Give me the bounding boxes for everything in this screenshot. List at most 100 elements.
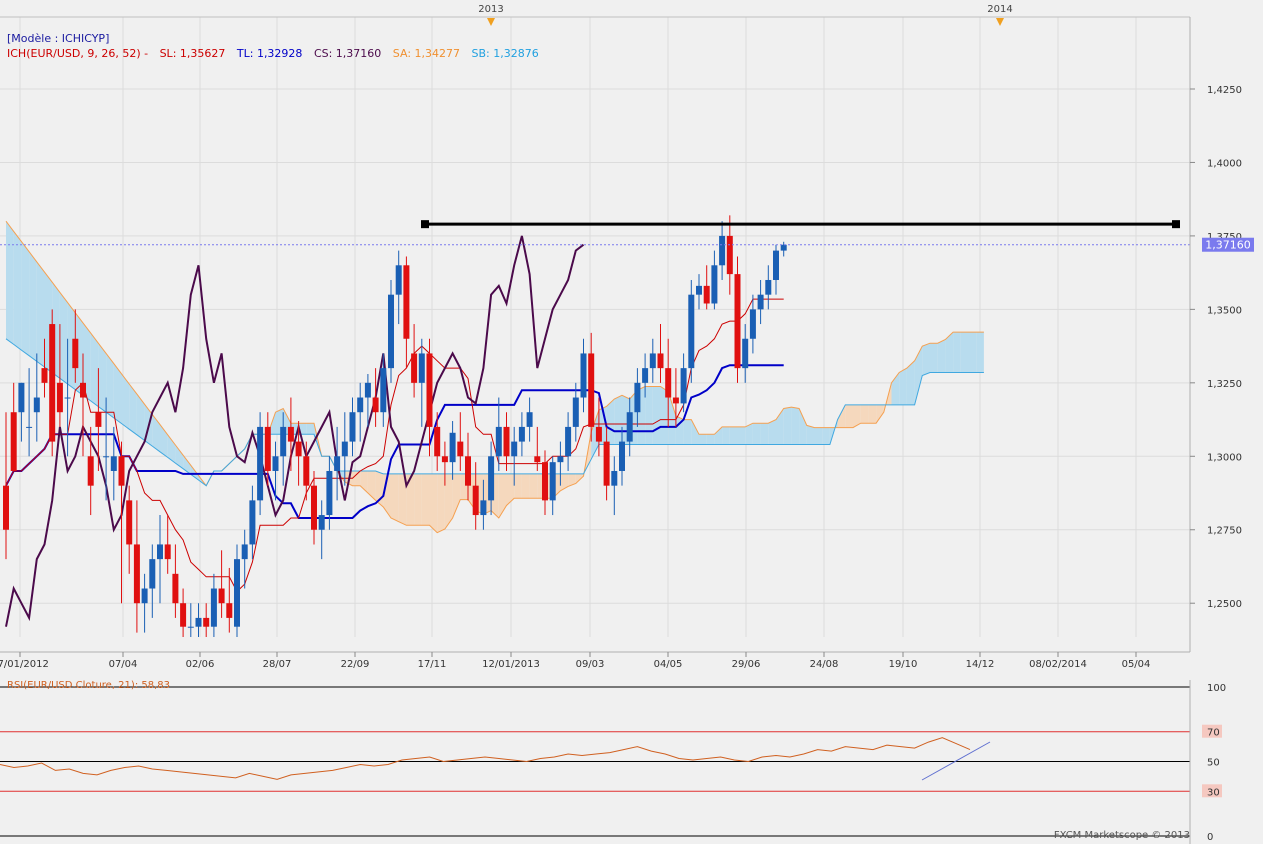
candle-body <box>411 353 418 383</box>
kumo-segment <box>937 339 946 373</box>
kumo-segment <box>367 470 376 501</box>
rsi-level-badge <box>1202 724 1222 738</box>
candle-body <box>318 515 325 530</box>
kumo-segment <box>714 426 723 445</box>
kumo-segment <box>976 332 984 373</box>
candle-body <box>626 412 633 442</box>
candle-body <box>180 603 187 627</box>
candle <box>341 412 348 486</box>
candle <box>103 397 110 501</box>
candle-body <box>326 470 333 516</box>
sb-value: SB: 1,32876 <box>472 47 539 60</box>
kumo-segment <box>899 368 907 405</box>
candle <box>56 324 63 427</box>
kumo-segment <box>6 221 14 345</box>
candle <box>495 397 502 471</box>
rsi-trendline[interactable] <box>921 741 991 781</box>
senkou-span-a <box>5 220 984 534</box>
rsi-level-label: 100 <box>1207 683 1226 694</box>
candle <box>441 441 448 486</box>
kumo-segment <box>444 473 453 530</box>
candle <box>657 324 664 383</box>
resistance-handle-left[interactable] <box>421 220 429 229</box>
candle <box>649 338 656 383</box>
candle-body <box>187 626 194 628</box>
kumo-segment <box>452 473 461 518</box>
rsi-level-label: 50 <box>1207 758 1220 769</box>
candle <box>488 441 495 516</box>
candle <box>572 382 579 442</box>
kumo-segment <box>506 473 515 506</box>
candle-body <box>164 544 171 560</box>
x-tick-label: 05/04 <box>1122 659 1151 670</box>
kumo-segment <box>645 386 653 445</box>
kumo-segment <box>13 231 22 351</box>
candle-body <box>526 412 533 427</box>
candle-body <box>418 353 425 383</box>
candle-body <box>103 456 110 458</box>
candle-body <box>203 617 210 627</box>
kumo-segment <box>860 404 869 424</box>
candle <box>696 274 702 310</box>
x-tick-label: 28/07 <box>263 659 292 670</box>
candle <box>465 432 471 501</box>
candle <box>742 324 749 383</box>
candle <box>241 529 248 589</box>
kumo-segment <box>814 427 823 445</box>
candle-body <box>388 294 394 369</box>
candle-body <box>595 426 602 442</box>
kumo-segment <box>429 473 438 533</box>
candle-body <box>726 235 733 275</box>
candle <box>688 279 695 383</box>
resistance-handle-right[interactable] <box>1172 220 1180 229</box>
candle <box>557 441 564 486</box>
candle-body <box>380 368 387 413</box>
indicator-legend: ICH(EUR/USD, 9, 26, 52) - SL: 1,35627 TL… <box>7 47 539 60</box>
candle <box>719 221 726 280</box>
candle <box>287 397 294 471</box>
candle-body <box>334 456 341 471</box>
candle-body <box>118 456 125 486</box>
x-tick-label: 07/01/2012 <box>0 659 49 670</box>
candle <box>672 368 679 427</box>
candle-body <box>534 456 541 463</box>
candle <box>749 294 756 354</box>
candle <box>703 265 710 310</box>
candle <box>665 338 672 427</box>
candle-body <box>157 544 163 560</box>
candle <box>680 353 687 413</box>
kumo-segment <box>90 333 99 407</box>
candle-body <box>572 397 579 427</box>
y-tick-label: 1,3500 <box>1207 305 1242 316</box>
kumo-segment <box>953 332 961 373</box>
candle <box>72 309 79 383</box>
ichimoku-lines <box>5 220 984 627</box>
y-tick-label: 1,2750 <box>1207 526 1242 537</box>
candle <box>580 338 587 413</box>
kumo-segment <box>36 261 45 368</box>
kumo-segment <box>906 360 915 405</box>
candle <box>711 250 718 310</box>
year-marker-2013: 2013 <box>478 4 504 26</box>
candle <box>264 412 271 486</box>
candle-body <box>133 544 140 604</box>
candle-body <box>749 309 756 339</box>
kumo-segment <box>945 332 954 373</box>
candle-body <box>503 426 510 457</box>
year-marker-2014: 2014 <box>987 4 1013 26</box>
candle <box>549 456 556 516</box>
tenkan-sen <box>5 298 784 593</box>
kumo-segment <box>614 395 622 445</box>
candle-body <box>657 353 664 369</box>
price-pane <box>0 17 1190 637</box>
y-tick-label: 1,4000 <box>1207 158 1242 169</box>
candle-body <box>95 412 102 427</box>
candle <box>249 485 256 560</box>
candle <box>118 441 125 604</box>
candle-body <box>72 338 79 369</box>
candle-body <box>149 559 156 589</box>
candle-body <box>457 441 464 457</box>
kumo-segment <box>914 346 923 405</box>
x-tick-label: 07/04 <box>109 659 138 670</box>
